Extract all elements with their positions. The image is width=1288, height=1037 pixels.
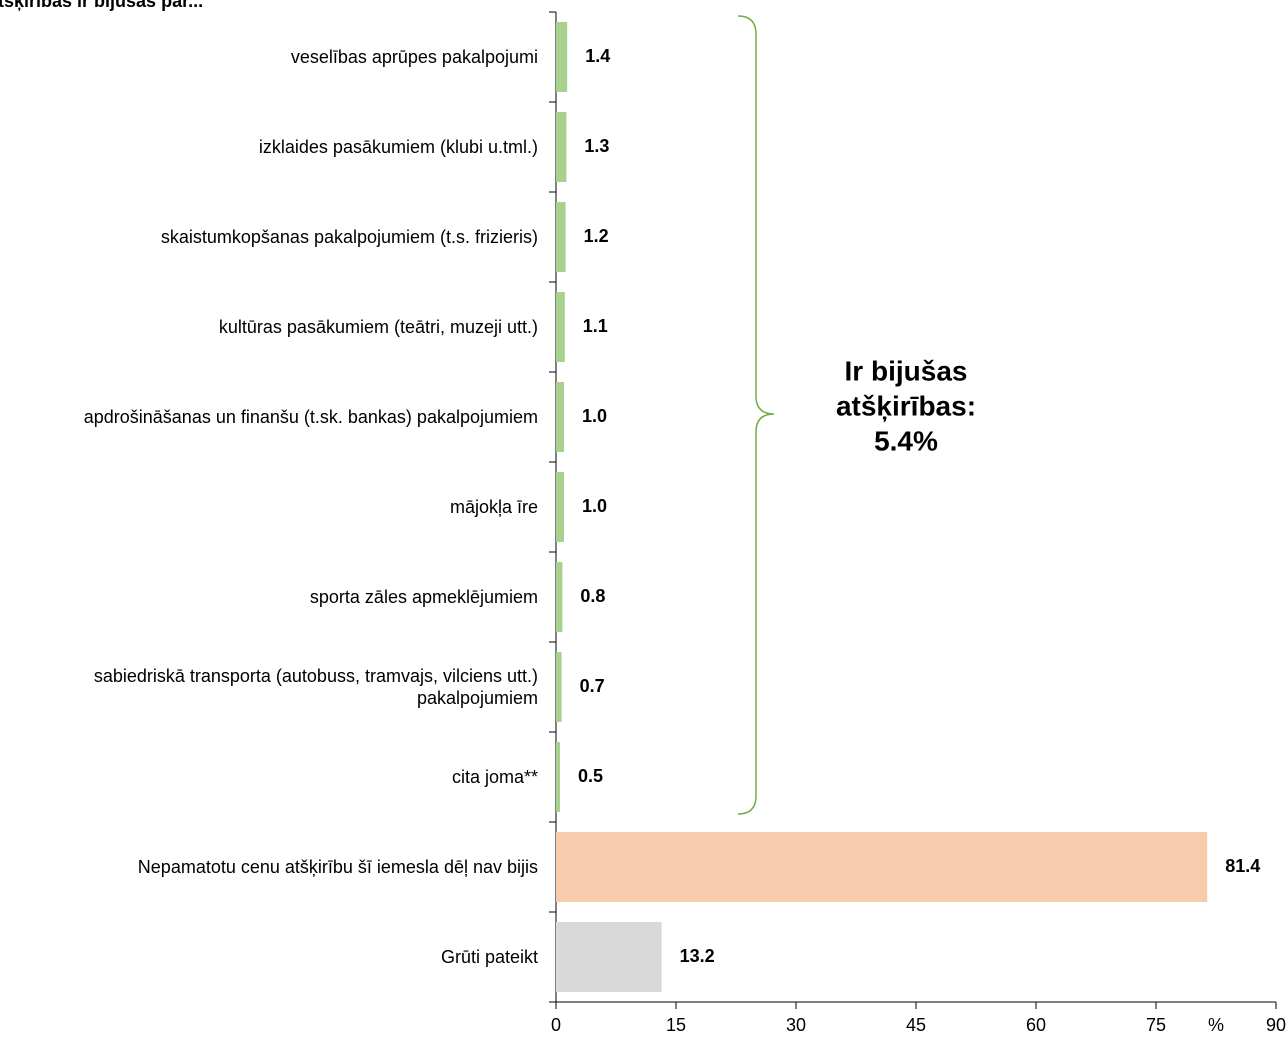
- y-tick-label: Grūti pateikt: [440, 947, 538, 967]
- x-tick-label: 75: [1146, 1015, 1166, 1035]
- annotation: Ir bijušas: [845, 355, 968, 386]
- value-label: 1.0: [582, 496, 607, 516]
- value-label: 1.4: [585, 46, 610, 66]
- x-tick-label: 60: [1026, 1015, 1046, 1035]
- x-tick-label: 90: [1266, 1015, 1286, 1035]
- bar: [556, 382, 564, 452]
- brace: [737, 15, 775, 815]
- y-tick-label: Nepamatotu cenu atšķirību šī iemesla dēļ…: [137, 857, 538, 877]
- y-tick-label: apdrošināšanas un finanšu (t.sk. bankas)…: [83, 407, 538, 427]
- annotation: 5.4%: [874, 425, 938, 456]
- bar: [556, 652, 562, 722]
- bar: [556, 832, 1208, 902]
- x-axis-label: %: [1208, 1015, 1224, 1035]
- bar: [556, 112, 567, 182]
- x-tick-label: 15: [666, 1015, 686, 1035]
- bar: [556, 22, 568, 92]
- bar: [556, 202, 566, 272]
- bar: [556, 292, 565, 362]
- value-label: 0.5: [578, 766, 603, 786]
- y-tick-label: veselības aprūpes pakalpojumi: [290, 47, 538, 67]
- x-tick-label: 0: [551, 1015, 561, 1035]
- value-label: 0.8: [580, 586, 605, 606]
- value-label: 0.7: [580, 676, 605, 696]
- bar: [556, 472, 564, 542]
- value-label: 1.1: [583, 316, 608, 336]
- x-tick-label: 30: [786, 1015, 806, 1035]
- y-tick-label: sabiedriskā transporta (autobuss, tramva…: [93, 666, 538, 708]
- y-tick-label: mājokļa īre: [449, 497, 538, 517]
- y-tick-label: kultūras pasākumiem (teātri, muzeji utt.…: [218, 317, 538, 337]
- annotation: atšķirības:: [836, 390, 976, 421]
- value-label: 13.2: [680, 946, 715, 966]
- value-label: 81.4: [1225, 856, 1260, 876]
- y-tick-label: izklaides pasākumiem (klubi u.tml.): [258, 137, 538, 157]
- value-label: 1.3: [584, 136, 609, 156]
- y-tick-label: cita joma**: [451, 767, 538, 787]
- bar: [556, 742, 560, 812]
- bar: [556, 922, 662, 992]
- y-tick-label: sporta zāles apmeklējumiem: [309, 587, 538, 607]
- value-label: 1.0: [582, 406, 607, 426]
- y-tick-label: skaistumkopšanas pakalpojumiem (t.s. fri…: [160, 227, 538, 247]
- chart-title: tšķirības ir bijušas par...: [0, 0, 203, 11]
- x-tick-label: 45: [906, 1015, 926, 1035]
- value-label: 1.2: [584, 226, 609, 246]
- bar: [556, 562, 563, 632]
